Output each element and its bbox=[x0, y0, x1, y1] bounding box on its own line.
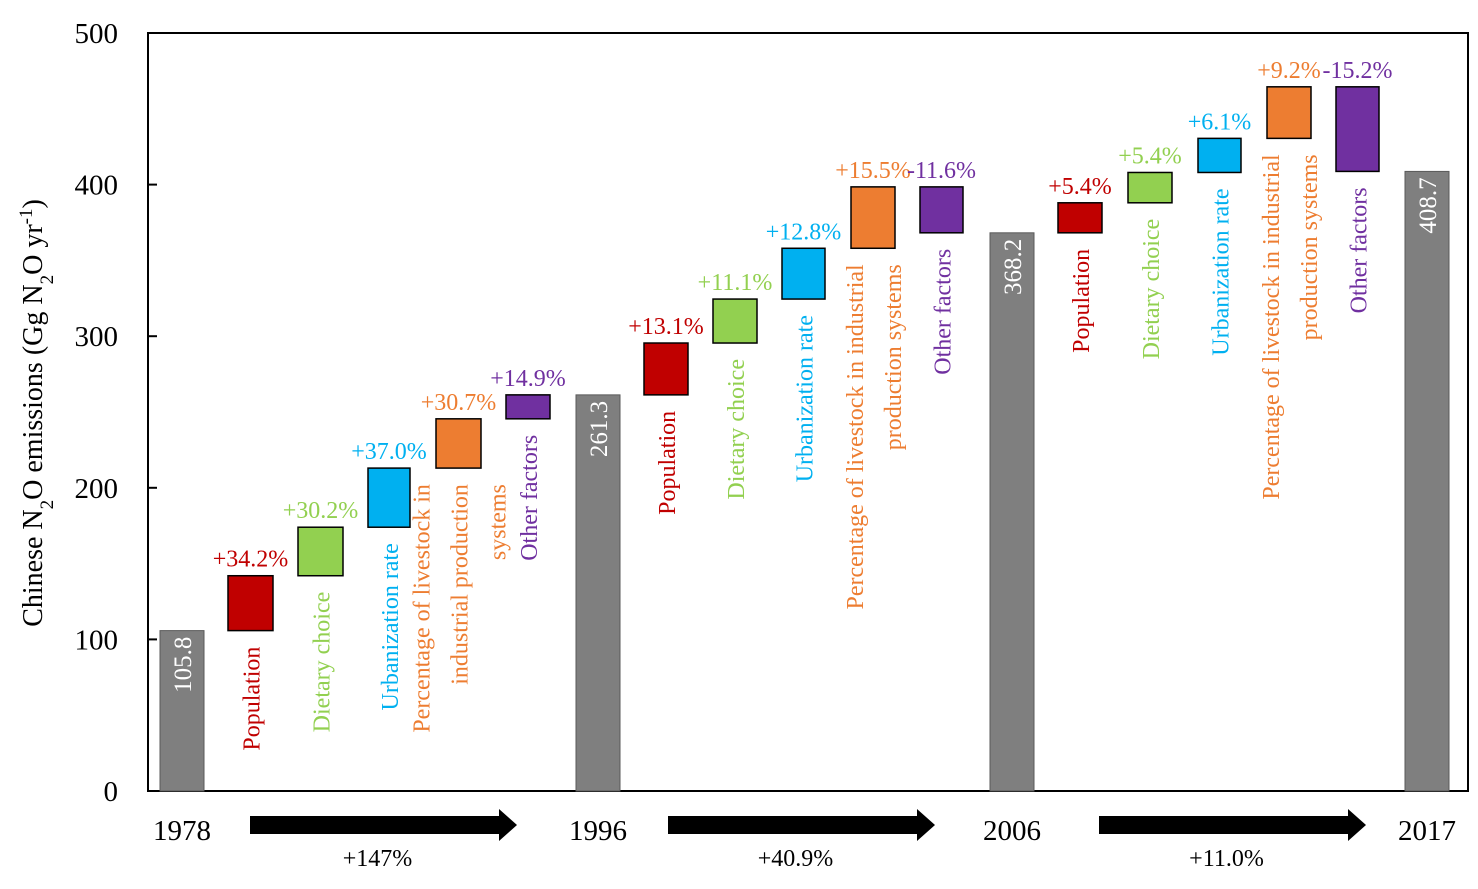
factor-bar-2006-dietary-choice bbox=[1127, 171, 1173, 204]
factor-bar-2006-other-factors bbox=[1335, 86, 1380, 173]
factor-name-label-1978-dietary-choice: Dietary choice bbox=[310, 592, 336, 733]
bars bbox=[159, 86, 1450, 792]
factor-name-label-1978-percentage-of-livestock-in-industrial-production-systems-line-2: industrial production bbox=[448, 484, 474, 685]
total-bar-1978 bbox=[159, 630, 205, 792]
factor-pct-label-1978-population: +34.2% bbox=[213, 547, 289, 573]
factor-pct-label-1978-percentage-of-livestock-in-industrial-production-systems: +30.7% bbox=[421, 390, 497, 416]
factor-name-label-1978-other-factors: Other factors bbox=[517, 435, 543, 561]
factor-pct-label-1978-dietary-choice: +30.2% bbox=[283, 498, 359, 524]
year-label-1996: 1996 bbox=[569, 815, 627, 847]
y-tick-label-400: 400 bbox=[75, 170, 119, 202]
factor-name-label-2006-dietary-choice: Dietary choice bbox=[1139, 219, 1165, 360]
period-arrow-shape-1978 bbox=[250, 809, 517, 841]
period-arrow-1978-1996 bbox=[250, 809, 517, 841]
factor-bar-1996-percentage-of-livestock-in-industrial-production-systems bbox=[850, 186, 896, 250]
period-change-label-2006-2017: +11.0% bbox=[1189, 846, 1264, 872]
factor-name-label-1978-percentage-of-livestock-in-industrial-production-systems-line-1: Percentage of livestock in bbox=[410, 484, 436, 733]
factor-name-label-2006-other-factors: Other factors bbox=[1347, 187, 1373, 313]
period-change-label-1996-2006: +40.9% bbox=[758, 846, 834, 872]
factor-name-label-1996-dietary-choice: Dietary choice bbox=[724, 359, 750, 500]
factor-name-label-1978-urbanization-rate: Urbanization rate bbox=[378, 543, 404, 710]
factor-bar-1996-population bbox=[643, 342, 689, 396]
factor-bar-1978-urbanization-rate bbox=[367, 467, 411, 528]
total-bar-1996 bbox=[575, 394, 621, 792]
factor-name-label-1996-other-factors: Other factors bbox=[931, 249, 957, 375]
period-arrow-shape-1996 bbox=[668, 809, 935, 841]
bar-labels: 105.8 261.3 368.2 408.7 +34.2% Population +30.… bbox=[170, 58, 1442, 751]
factor-pct-label-2006-other-factors: -15.2% bbox=[1323, 58, 1393, 84]
factor-name-label-1996-urbanization-rate: Urbanization rate bbox=[793, 315, 819, 482]
year-label-1978: 1978 bbox=[153, 815, 211, 847]
factor-pct-label-2006-percentage-of-livestock-in-industrial-production-systems: +9.2% bbox=[1257, 58, 1321, 84]
factor-name-label-1996-population: Population bbox=[655, 411, 681, 515]
factor-bar-2006-urbanization-rate bbox=[1197, 137, 1242, 174]
period-change-label-1978-1996: +147% bbox=[343, 846, 413, 872]
year-label-2006: 2006 bbox=[983, 815, 1041, 847]
factor-name-label-2006-population: Population bbox=[1069, 249, 1095, 353]
factor-pct-label-2006-urbanization-rate: +6.1% bbox=[1188, 109, 1252, 135]
y-axis: 0 100 200 300 400 500 bbox=[75, 18, 157, 808]
factor-bar-2006-population bbox=[1057, 202, 1103, 234]
factor-name-label-1978-population: Population bbox=[240, 647, 266, 751]
factor-bar-1978-percentage-of-livestock-in-industrial-production-systems bbox=[435, 418, 482, 469]
factor-pct-label-1978-other-factors: +14.9% bbox=[490, 366, 566, 392]
period-arrow-shape-2006 bbox=[1099, 809, 1366, 841]
total-bar-2006 bbox=[989, 232, 1035, 792]
factor-pct-label-1996-dietary-choice: +11.1% bbox=[698, 270, 773, 296]
factor-bar-1978-population bbox=[227, 574, 274, 632]
y-axis-title: Chinese N2O emissions (Gg N2O yr-1) bbox=[16, 199, 58, 627]
factor-bar-1978-dietary-choice bbox=[297, 526, 344, 577]
total-value-label-2017: 408.7 bbox=[1415, 177, 1442, 233]
factor-pct-label-2006-population: +5.4% bbox=[1048, 174, 1112, 200]
plot-frame bbox=[147, 32, 1469, 792]
plot-area-border bbox=[147, 32, 1469, 792]
total-value-label-1996: 261.3 bbox=[586, 401, 613, 457]
period-arrow-2006-2017 bbox=[1099, 809, 1366, 841]
factor-name-label-2006-urbanization-rate: Urbanization rate bbox=[1209, 188, 1235, 355]
x-axis: 1978 1996 2006 2017 +147% +40.9% +11.0% bbox=[153, 809, 1456, 872]
factor-pct-label-1996-population: +13.1% bbox=[628, 314, 704, 340]
y-tick-label-300: 300 bbox=[75, 321, 119, 353]
factor-name-label-2006-percentage-of-livestock-in-industrial-production-systems-line-2: production systems bbox=[1297, 154, 1323, 340]
y-tick-label-500: 500 bbox=[75, 18, 119, 50]
factor-bar-1996-urbanization-rate bbox=[781, 247, 826, 300]
factor-name-label-1996-percentage-of-livestock-in-industrial-production-systems-line-1: Percentage of livestock in industrial bbox=[843, 264, 869, 610]
total-bar-2017 bbox=[1404, 170, 1450, 792]
factor-pct-label-1978-urbanization-rate: +37.0% bbox=[351, 439, 427, 465]
total-value-label-1978: 105.8 bbox=[170, 637, 197, 693]
factor-pct-label-1996-urbanization-rate: +12.8% bbox=[766, 219, 842, 245]
factor-pct-label-2006-dietary-choice: +5.4% bbox=[1118, 143, 1182, 169]
year-label-2017: 2017 bbox=[1398, 815, 1456, 847]
y-tick-label-100: 100 bbox=[75, 624, 119, 656]
period-arrow-1996-2006 bbox=[668, 809, 935, 841]
factor-bar-1996-other-factors bbox=[919, 186, 964, 234]
factor-pct-label-1996-percentage-of-livestock-in-industrial-production-systems: +15.5% bbox=[835, 158, 911, 184]
factor-bar-2006-percentage-of-livestock-in-industrial-production-systems bbox=[1266, 86, 1312, 140]
factor-bar-1978-other-factors bbox=[505, 394, 551, 420]
factor-name-label-2006-percentage-of-livestock-in-industrial-production-systems-line-1: Percentage of livestock in industrial bbox=[1259, 154, 1285, 500]
factor-name-label-1996-percentage-of-livestock-in-industrial-production-systems-line-2: production systems bbox=[881, 264, 907, 450]
total-value-label-2006: 368.2 bbox=[1000, 239, 1027, 295]
y-tick-label-0: 0 bbox=[104, 776, 119, 808]
y-tick-label-200: 200 bbox=[75, 473, 119, 505]
factor-bar-1996-dietary-choice bbox=[712, 298, 758, 344]
factor-name-label-1978-percentage-of-livestock-in-industrial-production-systems-line-3: systems bbox=[486, 484, 512, 560]
factor-pct-label-1996-other-factors: -11.6% bbox=[907, 158, 976, 184]
